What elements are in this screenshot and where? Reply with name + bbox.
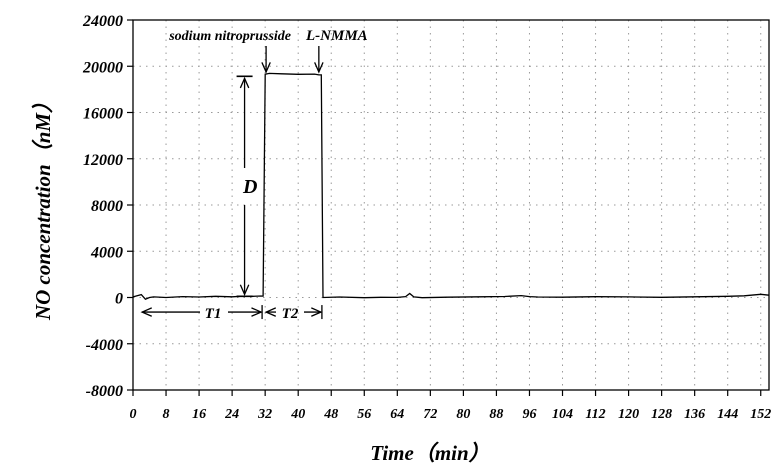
arrow-head [251, 307, 263, 317]
x-tick-label: 112 [585, 407, 605, 422]
x-tick-label: 80 [456, 407, 470, 422]
arrow-head [314, 62, 324, 74]
x-tick-label: 96 [522, 407, 536, 422]
plot-frame [132, 19, 770, 391]
x-tick-label: 0 [130, 407, 137, 422]
y-tick-label: 20000 [82, 59, 123, 76]
x-tick-label: 120 [618, 407, 639, 422]
x-axis-title: Time（min） [370, 441, 489, 465]
x-tick-label: 8 [163, 407, 170, 422]
y-tick-label: 4000 [90, 244, 123, 261]
sodium-nitroprusside-label: sodium nitroprusside [168, 29, 291, 44]
y-tick-label: 0 [115, 291, 123, 308]
x-tick-label: 128 [651, 407, 672, 422]
y-axis-title: NO concentration（nM） [31, 92, 55, 321]
x-tick-label: 16 [192, 407, 206, 422]
x-tick-label: 88 [489, 407, 503, 422]
x-tick-label: 152 [750, 407, 771, 422]
y-tick-label: -8000 [86, 383, 123, 400]
arrow-head [140, 307, 152, 317]
arrow-head [311, 307, 323, 317]
y-tick-label: 24000 [82, 13, 123, 30]
x-tick-label: 40 [290, 407, 305, 422]
x-tick-label: 144 [717, 407, 738, 422]
grid [133, 20, 769, 390]
annotations: sodium nitroprusside L-NMMA D T1 T2 [140, 28, 368, 322]
arrow-head [239, 284, 250, 296]
arrow-head [264, 307, 277, 317]
x-tick-labels: 0 8 16 24 32 40 48 56 64 72 80 88 96 104 112 120 128 136 1… [130, 407, 771, 422]
d-label: D [242, 176, 257, 198]
x-tick-label: 48 [323, 407, 338, 422]
axes [127, 19, 770, 396]
l-nmma-label: L-NMMA [305, 28, 368, 44]
y-tick-label: 12000 [83, 152, 123, 169]
x-tick-label: 32 [257, 407, 272, 422]
x-tick-label: 104 [552, 407, 573, 422]
arrow-head [239, 76, 250, 89]
y-tick-label: -4000 [86, 337, 123, 354]
t2-label: T2 [282, 306, 299, 322]
y-tick-label: 16000 [83, 106, 123, 123]
x-tick-label: 56 [357, 407, 371, 422]
y-tick-labels: 24000 20000 16000 12000 8000 4000 0 -4000 -8000 [82, 13, 123, 400]
x-tick-label: 64 [390, 407, 404, 422]
x-tick-label: 24 [224, 407, 239, 422]
x-tick-label: 72 [423, 407, 437, 422]
t1-label: T1 [205, 306, 222, 322]
y-tick-label: 8000 [91, 198, 123, 215]
arrow-head [261, 62, 271, 74]
series-line [132, 72, 770, 300]
x-tick-label: 136 [684, 407, 705, 422]
